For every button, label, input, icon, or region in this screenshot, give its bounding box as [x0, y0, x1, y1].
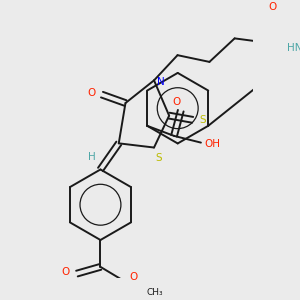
Text: HN: HN: [287, 43, 300, 52]
Text: O: O: [129, 272, 137, 282]
Text: S: S: [155, 153, 161, 163]
Text: O: O: [268, 2, 277, 12]
Text: O: O: [61, 267, 69, 277]
Text: S: S: [200, 115, 206, 125]
Text: H: H: [88, 152, 96, 162]
Text: N: N: [157, 77, 165, 87]
Text: OH: OH: [205, 139, 221, 149]
Text: CH₃: CH₃: [147, 288, 163, 297]
Text: O: O: [172, 97, 181, 107]
Text: O: O: [88, 88, 96, 98]
